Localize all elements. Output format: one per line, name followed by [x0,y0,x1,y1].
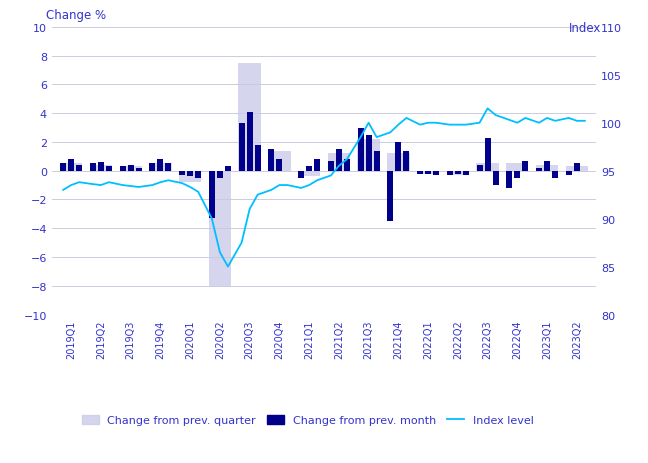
Bar [536,166,558,171]
Bar [195,171,201,179]
Y-axis label: Index: Index [569,22,601,35]
Bar [463,171,469,175]
Bar [417,171,423,174]
Bar [268,151,290,171]
Bar [247,113,253,171]
Bar [60,164,82,171]
Bar [120,167,126,171]
Bar [417,171,439,174]
Bar [128,166,133,171]
Bar [225,167,231,171]
Bar [238,63,260,171]
Bar [314,160,320,171]
Bar [150,164,156,171]
Bar [209,171,215,219]
Bar [157,160,163,171]
Legend: Change from prev. quarter, Change from prev. month, Index level: Change from prev. quarter, Change from p… [77,411,538,430]
Bar [179,171,202,183]
Bar [165,164,172,171]
Bar [209,171,231,286]
Bar [515,171,520,179]
Bar [238,124,244,171]
Bar [90,166,112,171]
Bar [255,145,260,171]
Bar [149,164,172,171]
Y-axis label: Change %: Change % [47,9,106,22]
Bar [298,171,304,179]
Bar [268,150,274,171]
Bar [336,150,342,171]
Bar [574,164,580,171]
Bar [476,166,483,171]
Bar [344,160,350,171]
Bar [433,171,439,175]
Bar [552,171,558,179]
Bar [187,171,193,177]
Bar [447,171,453,175]
Bar [68,160,74,171]
Bar [106,167,112,171]
Bar [544,161,550,171]
Bar [395,143,401,171]
Bar [277,160,283,171]
Bar [566,167,588,171]
Bar [374,151,380,171]
Bar [76,166,82,171]
Bar [446,171,469,175]
Bar [388,171,393,222]
Bar [506,171,513,188]
Bar [358,140,380,171]
Bar [388,154,410,171]
Bar [298,171,320,177]
Bar [60,164,66,171]
Bar [358,128,364,171]
Bar [217,171,223,179]
Bar [566,171,572,175]
Bar [425,171,431,174]
Bar [365,136,371,171]
Bar [328,161,334,171]
Bar [135,169,142,171]
Bar [536,169,542,171]
Bar [90,164,96,171]
Bar [522,161,528,171]
Bar [485,138,491,171]
Bar [179,171,185,175]
Bar [455,171,461,174]
Bar [476,164,499,171]
Bar [404,151,410,171]
Bar [492,171,498,186]
Bar [98,163,104,171]
Bar [119,167,142,171]
Bar [328,154,350,171]
Bar [506,164,529,171]
Bar [306,167,312,171]
